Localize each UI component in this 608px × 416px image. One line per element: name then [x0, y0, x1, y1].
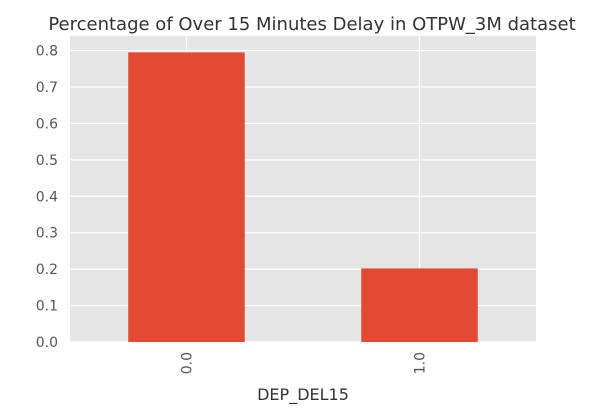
chart-title: Percentage of Over 15 Minutes Delay in O…	[48, 14, 575, 35]
y-tick-label: 0.4	[36, 189, 58, 205]
x-tick-label: 0.0	[180, 352, 196, 374]
y-axis-ticks: 0.0 0.1 0.2 0.3 0.4 0.5 0.6 0.7 0.8	[36, 44, 58, 351]
bars	[128, 52, 478, 343]
y-tick-label: 0.5	[36, 153, 58, 169]
y-tick-label: 0.0	[36, 335, 58, 351]
y-tick-label: 0.1	[36, 299, 58, 315]
y-tick-label: 0.7	[36, 80, 58, 96]
bar-1-0	[361, 268, 478, 342]
y-tick-label: 0.6	[36, 116, 58, 132]
x-axis-label: DEP_DEL15	[257, 385, 349, 405]
y-tick-label: 0.8	[36, 44, 58, 60]
x-axis-ticks: 0.0 1.0	[180, 352, 429, 374]
y-tick-label: 0.2	[36, 262, 58, 278]
y-tick-label: 0.3	[36, 226, 58, 242]
bar-0-0	[128, 52, 245, 343]
x-tick-label: 1.0	[413, 352, 429, 374]
